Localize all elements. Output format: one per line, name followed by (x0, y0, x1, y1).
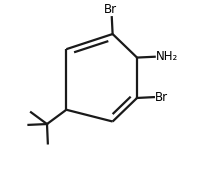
Text: Br: Br (104, 3, 117, 15)
Text: Br: Br (155, 91, 168, 104)
Text: NH₂: NH₂ (156, 50, 178, 63)
